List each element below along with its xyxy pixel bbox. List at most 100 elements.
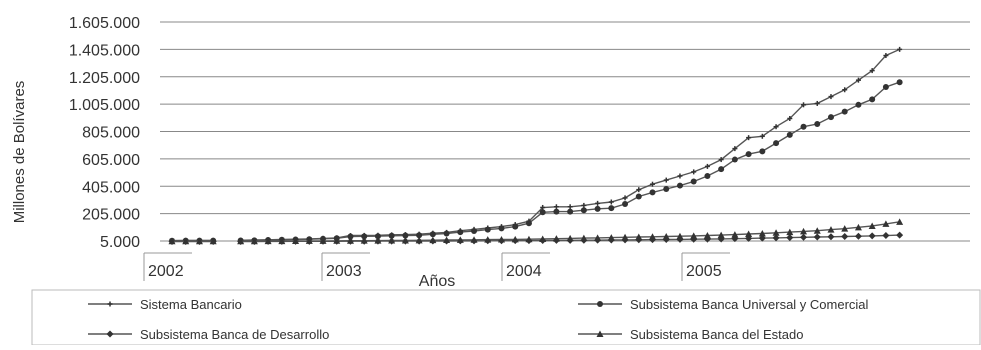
series-line [171,81,900,242]
data-point [758,229,766,237]
data-point [388,237,396,244]
data-point [649,233,657,240]
data-point [662,232,670,240]
y-tick-labels: 1.605.000 1.405.000 1.205.000 1.005.000 805.… [69,15,140,251]
data-point [841,108,848,115]
legend-marker [106,330,114,338]
data-point [333,237,341,244]
data-point [731,231,739,238]
data-point [800,227,808,235]
data-point [717,231,725,239]
data-point [841,225,849,232]
data-point [676,232,684,240]
data-point [813,233,821,241]
data-point [443,236,451,244]
data-point [814,100,820,106]
x-tick-labels: 2002 2003 2004 2005 [143,252,730,281]
y-tick-label: 205.000 [82,207,140,224]
data-point [567,204,573,210]
data-point [347,233,354,240]
data-point [759,148,766,155]
legend-label: Sistema Bancario [140,297,242,312]
data-point [773,140,780,147]
data-point [594,234,602,241]
data-point [882,220,890,227]
y-tick-label: 1.205.000 [69,70,140,87]
data-point [786,228,794,236]
x-tick-label: 2005 [686,263,722,280]
data-point [855,77,861,83]
data-point [168,237,176,245]
data-point [800,233,808,241]
data-point [512,223,519,230]
legend-item: Subsistema Banca Universal y Comercial [578,297,869,312]
x-tick-label: 2002 [148,263,184,280]
data-point [209,237,217,245]
data-point [854,223,862,231]
data-point [540,204,546,210]
data-point [622,201,629,208]
data-point [635,233,643,241]
data-point [388,232,395,239]
data-point [676,182,683,189]
data-point [580,234,588,242]
data-point [800,123,807,130]
data-point [650,181,656,187]
data-point [827,226,835,233]
data-point [690,232,698,239]
data-point [882,232,890,240]
data-point [580,207,587,214]
y-tick-label: 605.000 [82,152,140,169]
data-point [814,120,821,127]
data-point [718,157,724,163]
data-point [759,133,765,139]
data-point [882,84,889,91]
y-tick-label: 1.405.000 [69,42,140,59]
legend-label: Subsistema Banca de Desarrollo [140,327,329,342]
legend-label: Subsistema Banca del Estado [630,327,803,342]
data-point [772,229,780,236]
data-point [746,135,752,141]
data-point [786,131,793,138]
data-point [732,146,738,152]
grid-layer [160,21,970,242]
data-point [498,225,505,232]
data-point [868,232,876,240]
x-axis-label: Años [419,273,455,290]
data-point [539,235,547,242]
data-point [456,236,464,243]
data-point [883,53,889,59]
legend-label: Subsistema Banca Universal y Comercial [630,297,869,312]
data-point [622,195,628,201]
y-tick-label: 1.005.000 [69,97,140,114]
data-point [319,237,327,244]
data-point [608,205,615,212]
data-point [484,236,492,243]
data-point [497,235,505,243]
data-point [649,189,656,196]
data-point [718,166,725,173]
data-point [703,232,711,239]
data-point [305,237,313,244]
y-tick-label: 1.605.000 [69,15,140,32]
data-point [704,172,711,179]
data-point [607,234,615,241]
data-point [374,237,382,244]
data-point [511,235,519,243]
data-point [567,208,574,215]
data-point [896,218,904,225]
data-point [471,228,478,235]
data-point [635,193,642,200]
data-point [869,96,876,103]
data-point [896,231,904,239]
data-point [525,235,533,243]
data-point [581,202,587,208]
legend-item: Subsistema Banca de Desarrollo [88,327,329,342]
data-point [374,233,381,240]
data-point [690,178,697,185]
data-point [704,163,710,169]
data-point [292,237,300,244]
data-point [553,208,560,215]
